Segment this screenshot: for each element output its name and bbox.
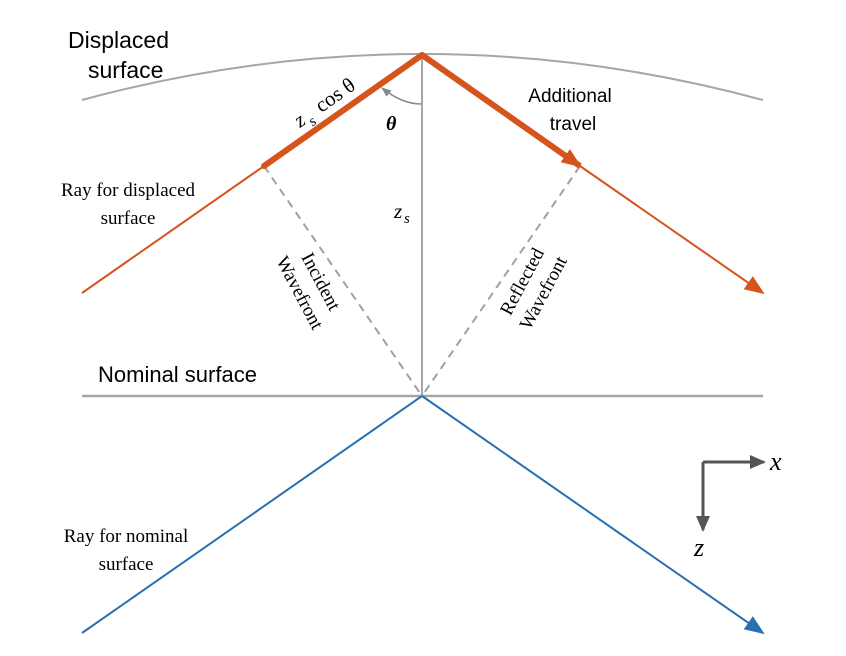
zs-cos-theta-segment [261,52,425,169]
nominal-ray-outgoing [421,395,765,635]
reflected-wavefront-label: Reflected Wavefront [496,244,572,333]
theta-angle-arc [381,87,422,105]
z-axis-label: z [693,533,704,562]
additional-travel-segment [420,52,582,169]
additional-travel-label-line1: Additional [528,86,611,107]
theta-label: θ [386,113,397,135]
nominal-ray-incoming [81,395,423,634]
x-axis-label: x [769,447,782,476]
ray-displaced-label-line1: Ray for displaced [61,180,196,201]
displaced-ray-incoming [81,165,265,294]
zs-vertical-label: z s [393,199,410,227]
zs-cos-z: z [288,108,309,133]
displaced-surface-label-line2: surface [88,57,163,83]
zs-s: s [404,211,410,227]
ray-displaced-label-line2: surface [101,208,156,229]
incident-wavefront-line [263,165,423,397]
zs-cos-rest: cos θ [310,73,359,118]
additional-travel-label-line2: travel [550,114,596,135]
displaced-ray-outgoing [579,165,765,295]
zs-z: z [393,199,402,223]
ray-nominal-label-line2: surface [99,554,154,575]
displaced-surface-label-line1: Displaced [68,27,169,53]
reflected-wavefront-line [421,165,581,397]
nominal-surface-label: Nominal surface [98,362,257,387]
ray-nominal-label-line1: Ray for nominal [64,526,189,547]
incident-wavefront-label: Incident Wavefront [271,249,344,333]
